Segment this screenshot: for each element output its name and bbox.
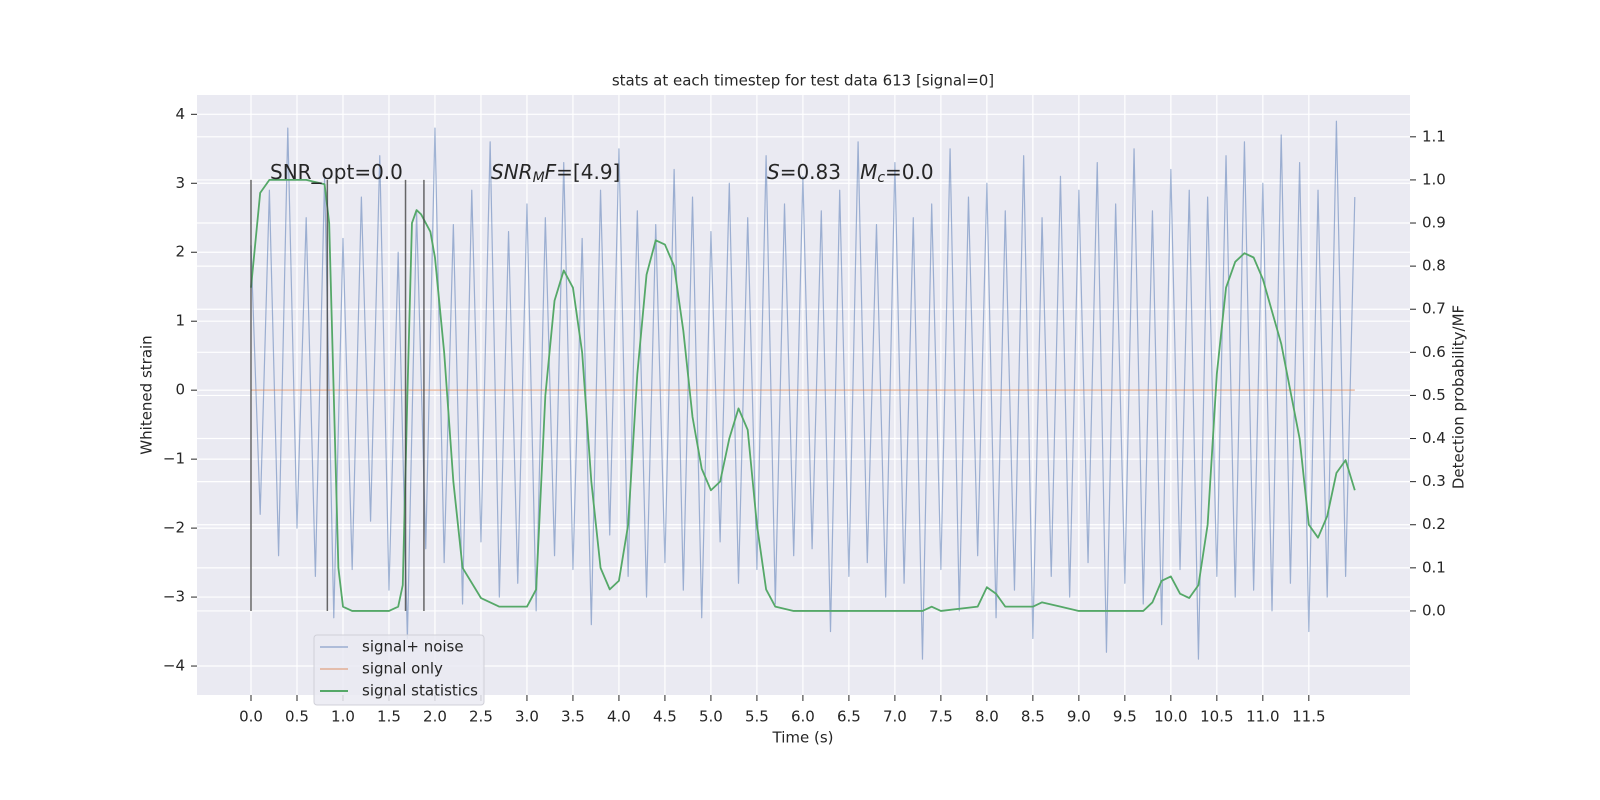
x-axis-label: Time (s) <box>772 729 834 747</box>
x-tick-label: 6.0 <box>791 708 815 726</box>
annotation-part: c <box>877 170 885 186</box>
y2-axis-label: Detection probability/MF <box>1450 305 1468 489</box>
x-tick-label: 9.5 <box>1113 708 1137 726</box>
y2-tick-label: 0.5 <box>1422 386 1446 404</box>
annotation: S=0.83 Mc=0.0 <box>767 160 934 187</box>
annotation-part: =0.83 <box>780 160 860 184</box>
chart-title: stats at each timestep for test data 613… <box>612 72 994 90</box>
x-tick-label: 5.5 <box>745 708 769 726</box>
annotation: SNR_opt=0.0 <box>270 160 403 184</box>
y-axis-label: Whitened strain <box>138 335 156 454</box>
legend-label: signal only <box>362 660 443 678</box>
series-line <box>250 120 1356 660</box>
annotation-part: M <box>860 160 877 184</box>
y2-tick-label: 0.8 <box>1422 257 1446 275</box>
y2-tick-label: 0.0 <box>1422 601 1446 619</box>
x-tick-label: 4.5 <box>653 708 677 726</box>
legend-label: signal statistics <box>362 682 478 700</box>
y-tick-label: −1 <box>163 450 185 468</box>
annotation-part: SNR_opt=0.0 <box>270 160 403 184</box>
y2-tick-label: 0.1 <box>1422 558 1446 576</box>
annotation-part: =0.0 <box>885 160 934 184</box>
x-tick-label: 11.0 <box>1246 708 1279 726</box>
x-tick-label: 7.0 <box>883 708 907 726</box>
y2-tick-label: 1.0 <box>1422 170 1446 188</box>
y2-tick-label: 1.1 <box>1422 127 1446 145</box>
x-tick-label: 10.0 <box>1154 708 1187 726</box>
y2-tick-label: 0.4 <box>1422 429 1446 447</box>
y-tick-label: 2 <box>175 243 185 261</box>
x-tick-label: 7.5 <box>929 708 953 726</box>
x-tick-label: 6.5 <box>837 708 861 726</box>
annotation-part: S <box>767 160 780 184</box>
x-tick-label: 3.5 <box>561 708 585 726</box>
y2-tick-label: 0.6 <box>1422 343 1446 361</box>
x-tick-label: 11.5 <box>1292 708 1325 726</box>
y2-tick-label: 0.3 <box>1422 472 1446 490</box>
legend-label: signal+ noise <box>362 638 464 656</box>
y-tick-label: 3 <box>175 174 185 192</box>
x-tick-label: 0.5 <box>285 708 309 726</box>
y-tick-label: −3 <box>163 588 185 606</box>
x-tick-label: 5.0 <box>699 708 723 726</box>
x-tick-label: 1.5 <box>377 708 401 726</box>
series-line <box>250 179 1356 612</box>
x-tick-label: 10.5 <box>1200 708 1233 726</box>
x-tick-label: 2.0 <box>423 708 447 726</box>
x-tick-label: 2.5 <box>469 708 493 726</box>
x-tick-label: 8.5 <box>1021 708 1045 726</box>
y2-tick-label: 0.2 <box>1422 515 1446 533</box>
y-tick-label: −4 <box>163 657 185 675</box>
x-tick-label: 3.0 <box>515 708 539 726</box>
y-tick-label: 1 <box>175 312 185 330</box>
y2-tick-label: 0.9 <box>1422 214 1446 232</box>
annotation-part: F <box>545 160 557 184</box>
x-tick-label: 1.0 <box>331 708 355 726</box>
legend-box <box>313 634 485 706</box>
x-tick-label: 8.0 <box>975 708 999 726</box>
x-tick-label: 0.0 <box>239 708 263 726</box>
y-tick-label: 0 <box>175 381 185 399</box>
annotation-part: SNR <box>491 160 533 184</box>
y-tick-label: 4 <box>175 105 185 123</box>
annotation-part: M <box>533 170 545 186</box>
x-tick-label: 9.0 <box>1067 708 1091 726</box>
x-tick-label: 4.0 <box>607 708 631 726</box>
y-tick-label: −2 <box>163 519 185 537</box>
annotation: SNRMF=[4.9] <box>491 160 620 187</box>
y2-tick-label: 0.7 <box>1422 300 1446 318</box>
annotation-part: =[4.9] <box>556 160 620 184</box>
